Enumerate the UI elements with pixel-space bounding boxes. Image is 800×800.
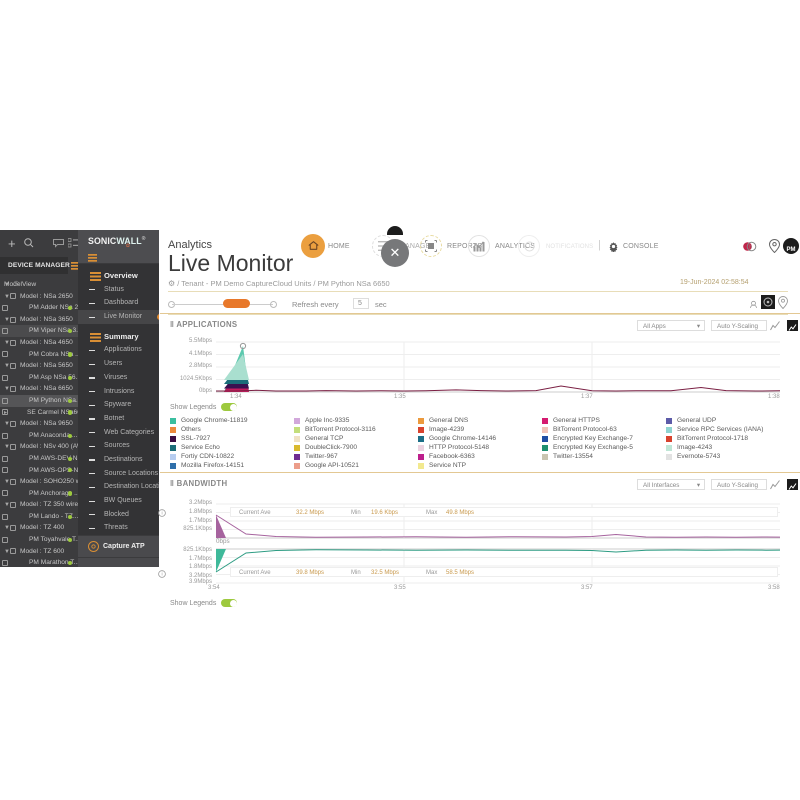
svg-text:i: i xyxy=(161,572,162,578)
svg-text:i: i xyxy=(161,511,162,517)
